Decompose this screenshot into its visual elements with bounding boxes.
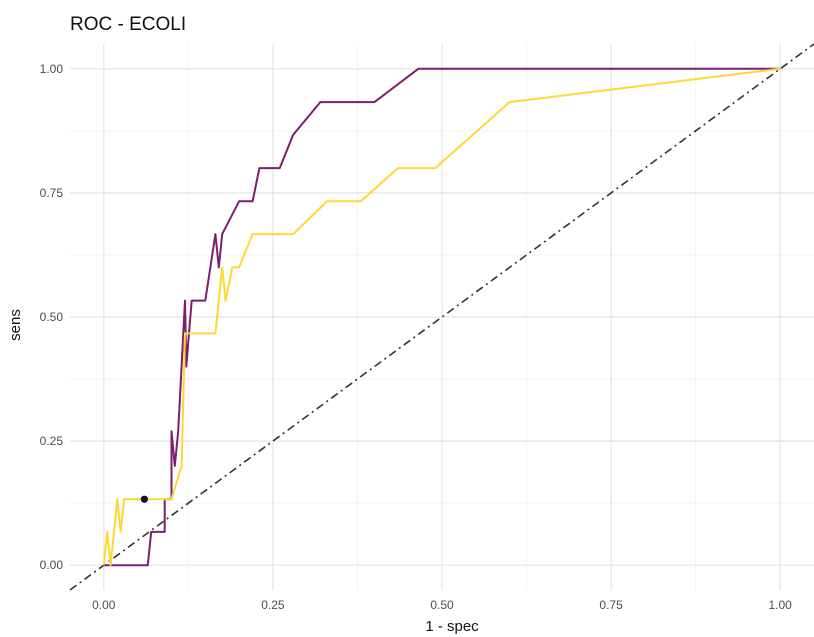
y-axis-label: sens [7, 309, 24, 341]
chart-title: ROC - ECOLI [70, 14, 187, 35]
x-tick-label: 0.75 [599, 598, 623, 612]
y-tick-label: 0.50 [40, 310, 64, 324]
y-tick-label: 0.25 [40, 434, 64, 448]
diagonal-line [69, 43, 814, 591]
roc-series [102, 67, 781, 567]
x-tick-label: 0.50 [430, 598, 454, 612]
y-tick-labels: 0.00 0.25 0.50 0.75 1.00 [40, 62, 64, 572]
y-tick-label: 0.75 [40, 186, 64, 200]
x-tick-label: 0.25 [261, 598, 285, 612]
optimal-point [140, 495, 148, 503]
highlight-point [140, 495, 148, 503]
y-tick-label: 0.00 [40, 558, 64, 572]
x-tick-labels: 0.00 0.25 0.50 0.75 1.00 [92, 598, 792, 612]
y-tick-label: 1.00 [40, 62, 64, 76]
x-tick-label: 1.00 [769, 598, 793, 612]
x-axis-label: 1 - spec [425, 618, 479, 635]
grid-major [70, 44, 814, 590]
reference-diagonal [69, 43, 814, 591]
roc-series-line-2 [102, 67, 781, 567]
x-tick-label: 0.00 [92, 598, 116, 612]
